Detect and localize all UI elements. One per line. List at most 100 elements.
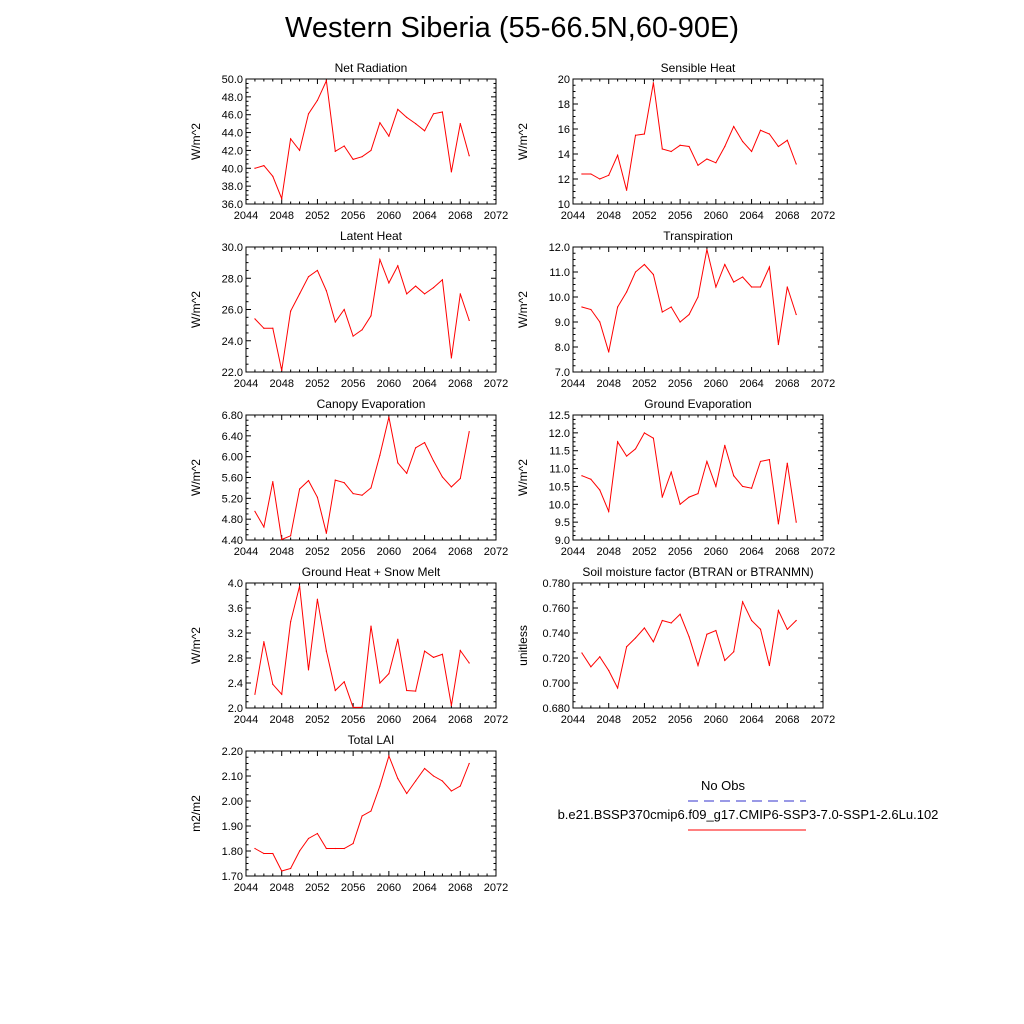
x-tick-label: 2060 — [704, 714, 728, 726]
x-tick-label: 2044 — [234, 714, 258, 726]
y-tick-label: 3.2 — [228, 628, 243, 640]
x-tick-label: 2056 — [668, 378, 692, 390]
y-tick-label: 48.0 — [222, 92, 243, 104]
x-tick-label: 2048 — [269, 882, 293, 894]
chart-panel: 2044 2048 2052 2056 2060 2064 2068 2072 7.0 8.0 9.… — [516, 229, 835, 390]
data-point — [581, 652, 583, 654]
data-point — [590, 173, 592, 175]
data-point — [397, 108, 399, 110]
data-point — [670, 306, 672, 308]
chart-panel: 2044 2048 2052 2056 2060 2064 2068 2072 10 12 14 16… — [516, 61, 835, 222]
data-point — [795, 619, 797, 622]
data-point — [352, 158, 354, 160]
data-point — [617, 441, 619, 443]
data-point — [777, 145, 779, 148]
data-point — [352, 493, 354, 495]
data-point — [370, 487, 372, 489]
data-point — [397, 638, 399, 640]
x-tick-label: 2072 — [484, 714, 508, 726]
x-tick-label: 2048 — [269, 714, 293, 726]
data-point — [581, 306, 583, 308]
y-tick-label: 9.0 — [555, 317, 570, 329]
y-tick-label: 6.40 — [222, 431, 243, 443]
chart-panel: 2044 2048 2052 2056 2060 2064 2068 2072 0.680 0.7… — [516, 565, 835, 726]
x-tick-label: 2064 — [739, 378, 763, 390]
data-point — [679, 613, 681, 615]
data-point — [388, 135, 390, 137]
data-point — [441, 653, 444, 655]
data-point — [625, 291, 628, 293]
y-tick-label: 11.0 — [549, 464, 570, 476]
data-point — [590, 308, 592, 311]
data-point — [352, 335, 354, 337]
x-tick-label: 2052 — [632, 378, 656, 390]
y-tick-label: 4.40 — [222, 535, 243, 547]
data-point — [697, 296, 699, 298]
data-point — [468, 762, 470, 765]
data-point — [724, 263, 726, 266]
data-point — [343, 308, 345, 311]
data-point — [307, 276, 310, 278]
data-point — [450, 171, 452, 173]
data-point — [388, 673, 390, 675]
x-tick-label: 2044 — [234, 882, 258, 894]
y-axis-label: W/m^2 — [516, 459, 530, 496]
x-tick-label: 2048 — [596, 378, 620, 390]
data-point — [307, 837, 310, 840]
data-point — [379, 122, 381, 124]
data-point — [316, 99, 319, 102]
data-point — [643, 627, 646, 629]
x-tick-label: 2068 — [448, 882, 472, 894]
y-tick-label: 2.8 — [228, 653, 243, 665]
y-axis-label: W/m^2 — [516, 123, 530, 160]
y-tick-label: 12.0 — [549, 242, 570, 254]
data-point — [316, 598, 319, 600]
y-tick-label: 9.5 — [555, 517, 570, 529]
x-tick-label: 2068 — [775, 714, 799, 726]
data-point — [334, 150, 336, 152]
data-point — [795, 521, 797, 523]
y-tick-label: 22.0 — [222, 367, 243, 379]
data-point — [715, 162, 717, 164]
data-point — [643, 432, 646, 434]
data-point — [379, 258, 381, 261]
x-tick-label: 2048 — [269, 378, 293, 390]
data-point — [634, 637, 637, 639]
y-tick-label: 1.80 — [222, 846, 243, 858]
x-tick-label: 2052 — [632, 546, 656, 558]
data-point — [459, 123, 461, 125]
data-point — [679, 503, 681, 505]
data-point — [450, 486, 452, 488]
data-point — [432, 460, 435, 462]
data-point — [290, 310, 292, 312]
data-point — [742, 276, 744, 278]
data-point — [715, 629, 717, 632]
data-point — [661, 148, 663, 150]
y-tick-label: 42.0 — [222, 145, 243, 157]
y-tick-label: 46.0 — [222, 110, 243, 122]
x-tick-label: 2044 — [234, 546, 258, 558]
data-point — [733, 651, 735, 653]
data-point — [298, 850, 301, 852]
data-point — [468, 662, 470, 664]
y-tick-label: 50.0 — [222, 74, 243, 86]
data-point — [415, 447, 417, 449]
data-point — [316, 269, 319, 272]
data-point — [325, 532, 327, 534]
data-point — [643, 263, 646, 266]
data-point — [352, 842, 354, 845]
x-tick-label: 2052 — [305, 546, 329, 558]
x-tick-label: 2056 — [668, 714, 692, 726]
data-point — [599, 321, 601, 323]
data-point — [617, 154, 619, 156]
data-point — [768, 266, 771, 268]
y-tick-label: 44.0 — [222, 128, 243, 140]
y-tick-label: 11.5 — [549, 446, 570, 458]
x-tick-label: 2064 — [412, 378, 436, 390]
data-point — [652, 273, 654, 276]
data-point — [777, 609, 779, 612]
y-tick-label: 2.00 — [222, 796, 243, 808]
data-point — [397, 777, 399, 780]
panel-title: Ground Heat + Snow Melt — [302, 565, 441, 579]
data-point — [415, 690, 417, 692]
